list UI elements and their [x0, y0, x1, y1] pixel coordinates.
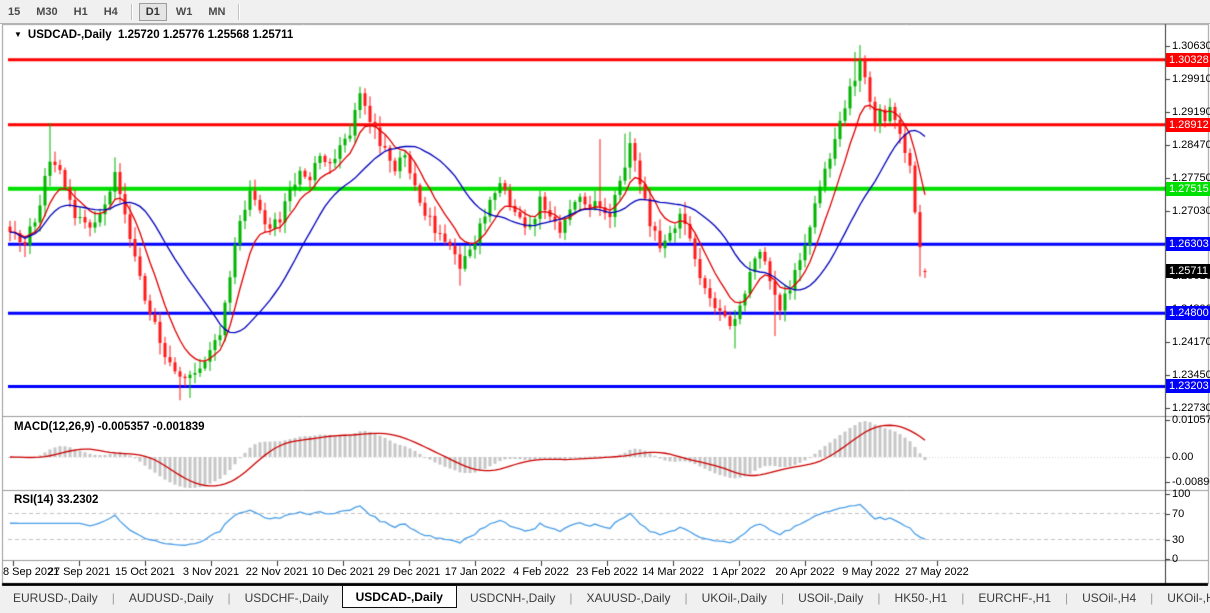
- rsi-value: 33.2302: [56, 494, 99, 506]
- chart-symbol: USDCAD-,Daily: [27, 29, 112, 41]
- date-axis-label: 27 May 2022: [905, 566, 969, 578]
- date-axis-label: 15 Oct 2021: [115, 566, 175, 578]
- macd-axis-tick: 0.00: [1172, 451, 1194, 463]
- tab-separator: |: [111, 590, 115, 605]
- chart-tab-usdchf[interactable]: USDCHF-,Daily: [244, 590, 329, 605]
- ohlc-open: 1.25720: [118, 29, 160, 41]
- tab-separator: |: [961, 590, 965, 605]
- timeframe-button-15[interactable]: 15: [8, 5, 21, 18]
- tab-separator: |: [877, 590, 881, 605]
- rsi-axis-tick: 0: [1172, 553, 1179, 565]
- chart-tab-usdcad[interactable]: USDCAD-,Daily: [341, 584, 457, 608]
- date-axis-label: 17 Jan 2022: [444, 566, 506, 578]
- tab-separator: |: [227, 590, 231, 605]
- timeframe-toolbar: 15 M30 H1 H4 D1 W1 MN: [0, 0, 1210, 24]
- date-axis-label: 1 Apr 2022: [712, 566, 766, 578]
- chart-dropdown-icon[interactable]: ▼: [14, 30, 22, 39]
- price-axis-tick: 1.30630: [1172, 40, 1210, 52]
- price-axis-tick: 1.29910: [1172, 72, 1210, 85]
- rsi-axis-tick: 100: [1172, 488, 1191, 500]
- tab-separator: |: [1150, 590, 1154, 605]
- price-axis-tick: 1.22730: [1172, 402, 1210, 415]
- bottom-strip: [0, 609, 1210, 613]
- hline-price-box: 1.28912: [1166, 117, 1210, 132]
- chart-tab-ukoil[interactable]: UKOil-,H4: [1167, 590, 1210, 605]
- date-axis-label: 8 Sep 2021: [3, 566, 60, 578]
- chart-tab-audusd[interactable]: AUDUSD-,Daily: [128, 590, 214, 605]
- hline-price-box: 1.27515: [1166, 181, 1210, 196]
- ohlc-close: 1.25711: [252, 29, 294, 41]
- timeframe-button-m30[interactable]: M30: [36, 5, 58, 18]
- current-price-box: 1.25711: [1166, 264, 1210, 279]
- date-axis-label: 14 Mar 2022: [642, 566, 704, 578]
- timeframe-button-w1[interactable]: W1: [175, 5, 193, 18]
- rsi-axis-tick: 30: [1172, 533, 1185, 546]
- price-axis-tick: 1.27750: [1172, 171, 1210, 184]
- date-axis-label: 4 Feb 2022: [513, 566, 569, 578]
- chart-tab-hk50[interactable]: HK50-,H1: [894, 590, 948, 605]
- macd-label: MACD(12,26,9) -0.005357 -0.001839: [14, 421, 205, 433]
- rsi-axis-tick: 70: [1172, 507, 1185, 520]
- price-axis-tick: 1.27030: [1172, 204, 1210, 217]
- tab-separator: |: [684, 590, 688, 605]
- macd-axis-tick: -0.00896: [1172, 476, 1210, 488]
- chart-tab-usoil[interactable]: USOil-,Daily: [798, 590, 864, 605]
- date-axis-label: 22 Nov 2021: [245, 566, 309, 578]
- price-axis-tick: 1.23450: [1172, 369, 1210, 382]
- timeframe-button-mn[interactable]: MN: [208, 5, 226, 18]
- hline-price-box: 1.26303: [1166, 237, 1210, 252]
- ohlc-high: 1.25776: [162, 29, 205, 41]
- timeframe-button-h4[interactable]: H4: [103, 5, 118, 18]
- macd-axis-tick: 0.010578: [1172, 414, 1210, 426]
- chart-tab-usoil[interactable]: USOil-,H4: [1082, 590, 1137, 605]
- chart-tab-eurchf[interactable]: EURCHF-,H1: [978, 590, 1052, 605]
- chart-tab-bar: EURUSD-,Daily | AUDUSD-,Daily | USDCHF-,Dail…: [0, 584, 1210, 609]
- timeframe-button-h1[interactable]: H1: [73, 5, 88, 18]
- rsi-label: RSI(14) 33.2302: [14, 494, 99, 506]
- chart-tab-ukoil[interactable]: UKOil-,Daily: [701, 590, 767, 605]
- macd-values: -0.005357 -0.001839: [97, 421, 205, 433]
- tab-separator: |: [569, 590, 573, 605]
- ohlc-low: 1.25568: [207, 29, 250, 41]
- tab-separator: |: [1065, 590, 1069, 605]
- tab-separator: |: [780, 590, 785, 605]
- date-axis-label: 29 Dec 2021: [377, 566, 441, 578]
- toolbar-separator: [130, 3, 133, 20]
- chart-tab-xauusd[interactable]: XAUUSD-,Daily: [586, 590, 671, 605]
- price-axis-tick: 1.24170: [1172, 336, 1210, 349]
- date-axis-label: 20 Apr 2022: [775, 566, 835, 578]
- price-axis-tick: 1.28470: [1172, 138, 1210, 151]
- chart-title: ▼ USDCAD-,Daily 1.25720 1.25776 1.25568 1…: [14, 29, 293, 41]
- toolbar-separator: [238, 3, 241, 20]
- chart-tab-usdcnh[interactable]: USDCNH-,Daily: [469, 590, 556, 605]
- date-axis-label: 9 May 2022: [842, 566, 900, 578]
- date-axis-label: 23 Feb 2022: [576, 566, 638, 578]
- date-axis-label: 10 Dec 2021: [311, 566, 375, 578]
- chart-tab-eurusd[interactable]: EURUSD-,Daily: [13, 590, 98, 605]
- hline-price-box: 1.23203: [1166, 379, 1210, 394]
- date-axis-label: 27 Sep 2021: [47, 566, 111, 578]
- hline-price-box: 1.30328: [1166, 52, 1210, 67]
- timeframe-button-d1[interactable]: D1: [138, 2, 167, 21]
- date-axis-label: 3 Nov 2021: [182, 566, 240, 578]
- hline-price-box: 1.24800: [1166, 306, 1210, 321]
- price-axis-tick: 1.29190: [1172, 105, 1210, 118]
